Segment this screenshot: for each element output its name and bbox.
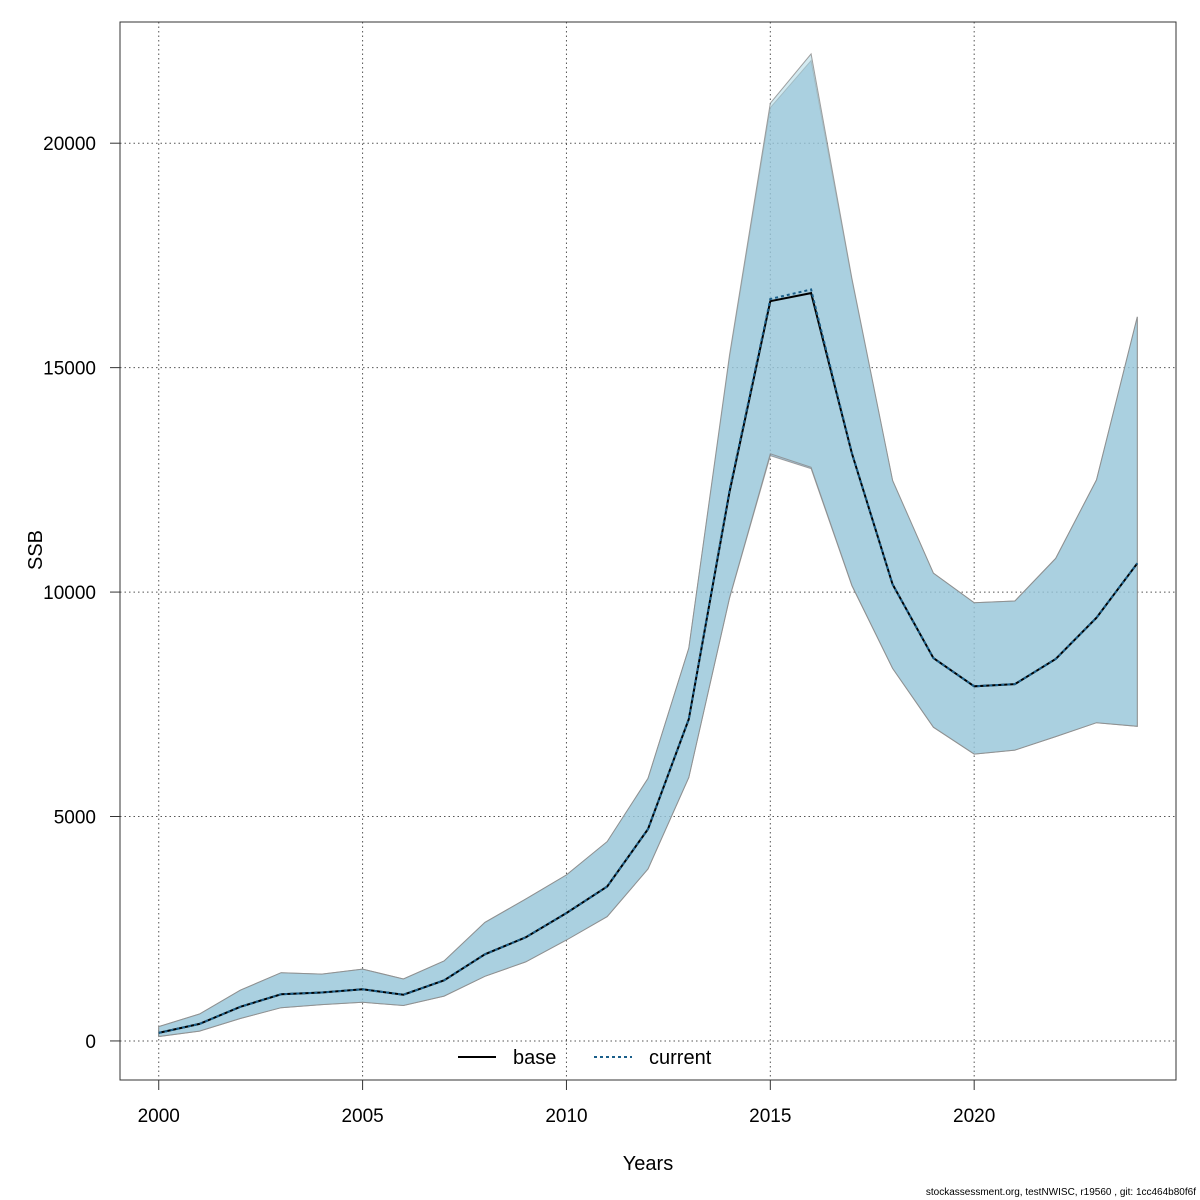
grid-lines — [120, 22, 1176, 1080]
axes: 2000 2005 2010 2015 2020 0 5000 10000 15000 20000 — [43, 21, 1177, 1127]
y-tick-label-10000: 10000 — [43, 583, 96, 604]
x-tick-label-2010: 2010 — [545, 1106, 587, 1127]
x-axis-title: Years — [623, 1153, 673, 1175]
y-tick-label-20000: 20000 — [43, 134, 96, 155]
y-tick-label-5000: 5000 — [54, 808, 96, 829]
band-base — [158, 59, 1138, 1038]
x-tick-label-2005: 2005 — [341, 1106, 383, 1127]
x-tick-label-2020: 2020 — [953, 1106, 995, 1127]
series-lines — [158, 288, 1139, 1034]
legend: base current — [458, 1047, 712, 1069]
y-axis-title: SSB — [25, 530, 47, 570]
line-current — [158, 288, 1139, 1034]
x-tick-label-2000: 2000 — [138, 1106, 180, 1127]
footer-note: stockassessment.org, testNWISC, r19560 ,… — [925, 1187, 1196, 1198]
legend-label-current: current — [649, 1047, 712, 1069]
x-tick-label-2015: 2015 — [749, 1106, 791, 1127]
plot-frame — [119, 21, 1177, 1081]
y-tick-label-0: 0 — [85, 1032, 96, 1053]
legend-label-base: base — [513, 1047, 556, 1069]
confidence-bands — [158, 52, 1138, 1038]
y-tick-label-15000: 15000 — [43, 359, 96, 380]
band-current — [158, 52, 1138, 1038]
